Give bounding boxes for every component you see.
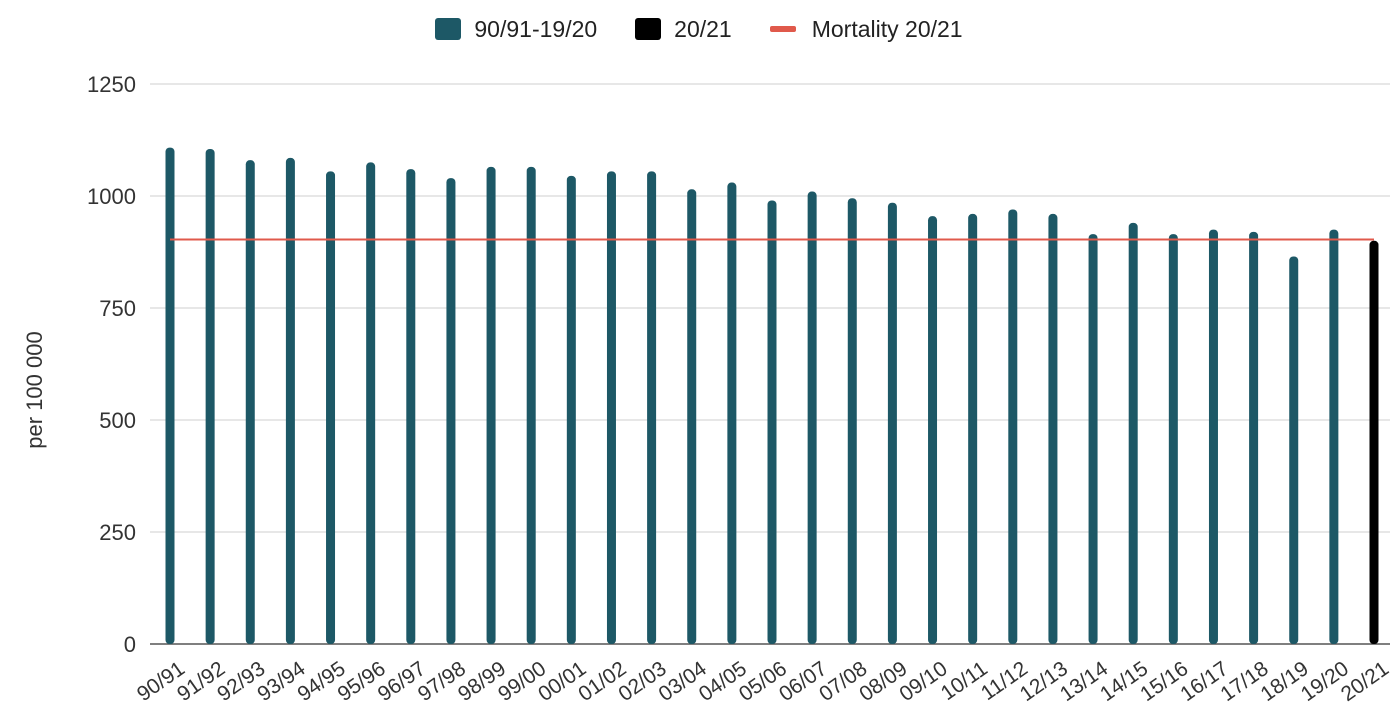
legend-swatch-current bbox=[635, 18, 662, 40]
bar-historical bbox=[285, 157, 295, 645]
bar-historical bbox=[366, 162, 376, 644]
legend-label-current: 20/21 bbox=[674, 15, 732, 42]
bar-historical bbox=[486, 166, 496, 644]
bar-historical bbox=[406, 169, 416, 644]
bar-historical bbox=[887, 202, 897, 644]
bar-historical bbox=[647, 171, 657, 645]
legend-swatch-historical bbox=[435, 18, 462, 40]
y-tick-label: 0 bbox=[124, 632, 136, 657]
bar-historical bbox=[566, 175, 576, 644]
bar-historical bbox=[1048, 213, 1058, 645]
y-tick-label: 1000 bbox=[87, 184, 136, 209]
bar-historical bbox=[847, 198, 857, 645]
bar-historical bbox=[968, 213, 978, 645]
bar-historical bbox=[767, 200, 777, 645]
bar-historical bbox=[687, 189, 697, 644]
chart-legend: 90/91-19/20 20/21 Mortality 20/21 bbox=[0, 12, 1398, 46]
x-tick-label: 20/21 bbox=[1337, 657, 1393, 706]
bar-historical bbox=[727, 182, 737, 644]
bar-historical bbox=[1249, 231, 1259, 644]
legend-swatch-mortality-line bbox=[769, 26, 796, 32]
bar-historical bbox=[205, 148, 215, 644]
bar-historical bbox=[165, 147, 175, 644]
bar-historical bbox=[606, 171, 616, 645]
y-tick-label: 750 bbox=[99, 296, 136, 321]
bar-historical bbox=[1208, 229, 1218, 644]
bar-historical bbox=[526, 166, 536, 644]
bar-historical bbox=[1008, 209, 1018, 644]
legend-label-historical: 90/91-19/20 bbox=[474, 15, 598, 42]
bar-historical bbox=[1088, 234, 1098, 644]
y-tick-label: 250 bbox=[99, 520, 136, 545]
y-tick-label: 500 bbox=[99, 408, 136, 433]
bar-historical bbox=[1168, 234, 1178, 644]
bar-historical bbox=[326, 171, 336, 645]
bar-historical bbox=[245, 160, 255, 644]
bar-historical bbox=[928, 216, 938, 644]
bar-historical bbox=[807, 191, 817, 644]
legend-item-current: 20/21 bbox=[635, 16, 732, 43]
legend-item-mortality-line: Mortality 20/21 bbox=[769, 15, 963, 43]
legend-item-historical: 90/91-19/20 bbox=[435, 16, 597, 43]
y-tick-label: 1250 bbox=[87, 72, 136, 97]
bar-historical bbox=[1289, 256, 1299, 644]
bar-historical bbox=[1329, 229, 1339, 644]
bar-historical bbox=[446, 178, 456, 644]
bar-current bbox=[1369, 240, 1379, 645]
legend-label-mortality-line: Mortality 20/21 bbox=[811, 15, 963, 42]
y-axis-label: per 100 000 bbox=[22, 331, 47, 448]
bar-historical bbox=[1128, 222, 1138, 644]
